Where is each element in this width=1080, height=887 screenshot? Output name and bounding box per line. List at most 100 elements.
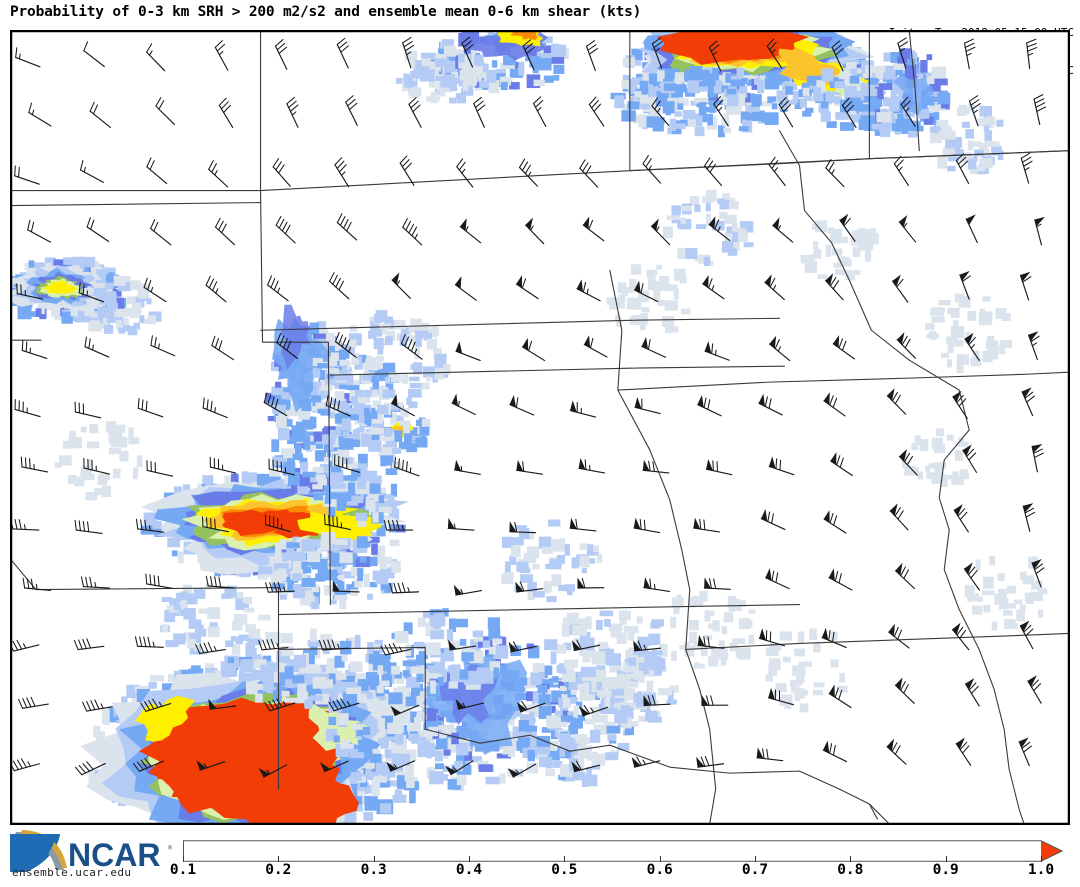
probability-cell xyxy=(116,319,122,330)
probability-cell xyxy=(931,66,947,79)
probability-cell xyxy=(765,647,779,657)
probability-cell xyxy=(677,247,685,260)
probability-cell xyxy=(636,616,643,624)
probability-cell xyxy=(456,774,467,786)
probability-cell xyxy=(379,434,389,442)
probability-cell xyxy=(694,126,705,137)
probability-cell xyxy=(636,700,649,708)
probability-cell xyxy=(259,671,274,681)
probability-cell xyxy=(292,675,305,684)
probability-cell xyxy=(809,82,820,90)
probability-cell xyxy=(357,679,369,692)
probability-cell xyxy=(596,553,603,564)
wind-barb xyxy=(389,582,420,594)
probability-cell xyxy=(313,431,322,442)
probability-cell xyxy=(586,767,592,775)
probability-cell xyxy=(805,107,814,113)
probability-cell xyxy=(376,523,386,537)
probability-cell xyxy=(330,466,342,473)
wind-barb xyxy=(701,694,729,706)
probability-cell xyxy=(365,499,376,511)
map-frame xyxy=(11,31,1069,824)
wind-barb xyxy=(886,388,907,415)
ncar-url-label[interactable]: ensemble.ucar.edu xyxy=(12,866,132,879)
probability-cell xyxy=(416,668,425,683)
probability-cell xyxy=(428,61,442,72)
probability-cell xyxy=(917,471,923,480)
probability-cell xyxy=(231,644,241,655)
probability-cell xyxy=(369,556,378,567)
probability-cell xyxy=(251,683,265,690)
probability-cell xyxy=(297,411,311,420)
probability-cell xyxy=(342,692,358,706)
probability-cell xyxy=(551,539,565,552)
probability-cell xyxy=(388,524,400,533)
probability-cell xyxy=(569,718,584,729)
wind-barb xyxy=(329,272,350,300)
probability-cell xyxy=(610,624,621,638)
wind-barb xyxy=(78,282,105,303)
probability-cell xyxy=(389,403,400,411)
probability-cell xyxy=(207,626,220,638)
probability-cell xyxy=(388,780,402,787)
probability-cell xyxy=(315,443,323,449)
probability-cell xyxy=(626,299,637,310)
probability-cell xyxy=(101,485,112,498)
wind-barb xyxy=(825,273,844,301)
probability-cell xyxy=(617,673,631,688)
probability-cell xyxy=(707,84,714,98)
wind-barb xyxy=(713,96,729,127)
probability-cell xyxy=(948,142,961,151)
probability-cell xyxy=(414,347,421,360)
probability-cell xyxy=(685,248,698,260)
probability-cell xyxy=(950,325,965,338)
probability-cell xyxy=(396,77,407,84)
probability-cell xyxy=(785,86,793,95)
probability-cell xyxy=(947,307,960,314)
probability-cell xyxy=(421,55,431,69)
probability-cell xyxy=(719,96,734,105)
probability-cell xyxy=(411,336,419,345)
probability-cell xyxy=(83,473,95,481)
probability-cell xyxy=(112,429,123,441)
probability-cell xyxy=(280,645,294,656)
probability-cell xyxy=(797,631,805,644)
ncar-logo[interactable]: NCAR xyxy=(6,828,176,884)
map-canvas[interactable] xyxy=(10,30,1070,825)
probability-cell xyxy=(779,75,790,82)
probability-cell xyxy=(859,231,870,243)
probability-cell xyxy=(114,424,123,432)
probability-cell xyxy=(379,556,388,570)
probability-cell xyxy=(967,593,980,602)
probability-cell xyxy=(546,715,560,729)
probability-cell xyxy=(499,76,511,86)
probability-cell xyxy=(369,581,378,588)
probability-cell xyxy=(327,657,336,668)
probability-cell xyxy=(232,592,244,599)
wind-barb xyxy=(324,514,352,531)
probability-cell xyxy=(242,596,253,604)
probability-cell xyxy=(638,715,650,722)
probability-cell xyxy=(680,205,692,212)
probability-cell xyxy=(107,303,116,309)
probability-cell xyxy=(532,691,543,704)
probability-cell xyxy=(372,328,382,337)
probability-cell xyxy=(284,666,294,680)
probability-cell xyxy=(119,424,126,433)
probability-cell xyxy=(245,673,253,682)
probability-cell xyxy=(865,84,879,91)
colorbar-tick-mark xyxy=(755,856,756,862)
probability-cell xyxy=(459,69,474,81)
probability-cell xyxy=(165,640,179,648)
probability-cell xyxy=(727,94,739,107)
probability-cell xyxy=(959,153,969,163)
probability-cell xyxy=(310,395,322,403)
probability-cell xyxy=(635,300,642,310)
probability-cell xyxy=(388,508,400,522)
probability-cell xyxy=(390,483,398,497)
probability-cell xyxy=(539,665,553,676)
probability-cell xyxy=(297,552,307,561)
probability-cell xyxy=(610,688,624,696)
probability-cell xyxy=(287,436,297,445)
probability-colorbar[interactable] xyxy=(183,840,1063,862)
